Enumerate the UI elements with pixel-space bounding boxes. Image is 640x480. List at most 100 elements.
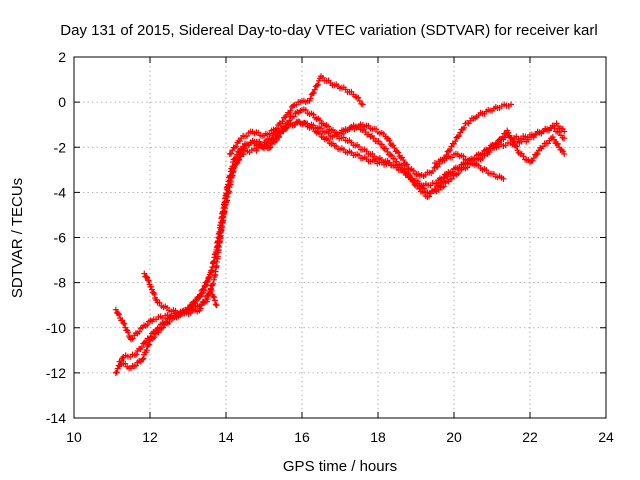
- x-tick-label: 18: [370, 429, 386, 445]
- data-point: [232, 160, 239, 167]
- data-point: [153, 296, 160, 303]
- x-tick-label: 24: [598, 429, 614, 445]
- data-point: [316, 117, 323, 124]
- data-point: [139, 356, 146, 363]
- data-point: [530, 155, 537, 162]
- data-point: [390, 142, 397, 149]
- data-point: [148, 283, 155, 290]
- data-point: [410, 167, 417, 174]
- data-point: [534, 150, 541, 157]
- data-point: [240, 151, 247, 158]
- y-tick-label: -2: [54, 139, 67, 155]
- chart-title: Day 131 of 2015, Sidereal Day-to-day VTE…: [60, 22, 597, 39]
- data-point: [166, 318, 173, 325]
- y-tick-label: -8: [54, 275, 67, 291]
- data-point: [268, 135, 275, 142]
- data-point: [197, 305, 204, 312]
- data-point: [404, 161, 411, 168]
- data-point: [151, 334, 158, 341]
- data-point: [383, 145, 390, 152]
- data-point: [314, 81, 321, 88]
- data-point: [132, 362, 139, 369]
- data-point: [208, 287, 215, 294]
- data-point: [125, 329, 132, 336]
- data-point: [378, 141, 385, 148]
- y-tick-label: -12: [46, 365, 66, 381]
- series-track-g: [432, 150, 505, 181]
- data-point: [259, 142, 266, 149]
- data-point: [212, 301, 219, 308]
- x-axis-label: GPS time / hours: [283, 458, 397, 475]
- data-point: [302, 120, 309, 127]
- data-point: [267, 144, 274, 151]
- data-point: [210, 276, 217, 283]
- data-point: [211, 294, 218, 301]
- data-point: [440, 183, 447, 190]
- data-point: [445, 147, 452, 154]
- data-point: [290, 113, 297, 120]
- data-point: [551, 136, 558, 143]
- data-point: [203, 279, 210, 286]
- data-point: [561, 135, 568, 142]
- data-point: [311, 86, 318, 93]
- data-point: [197, 291, 204, 298]
- data-point: [140, 355, 147, 362]
- x-tick-label: 14: [218, 429, 234, 445]
- data-point: [144, 274, 151, 281]
- data-point: [279, 118, 286, 125]
- data-point: [391, 144, 398, 151]
- data-point: [457, 129, 464, 136]
- data-point: [145, 277, 152, 284]
- tick-labels: 10 12 14 16 18 20 22 24 -14 -12 -10 -8 -6 -4 -2 0 2: [46, 49, 614, 445]
- data-point: [355, 94, 362, 101]
- x-tick-label: 12: [142, 429, 158, 445]
- data-point: [448, 175, 455, 182]
- data-point: [114, 310, 121, 317]
- data-point: [141, 270, 148, 277]
- data-point: [401, 168, 408, 175]
- data-point: [129, 335, 136, 342]
- data-point: [512, 142, 519, 149]
- x-tick-label: 20: [446, 429, 462, 445]
- data-point: [310, 111, 317, 118]
- data-point: [133, 351, 140, 358]
- data-point: [421, 185, 428, 192]
- data-point: [143, 273, 150, 280]
- x-tick-label: 16: [294, 429, 310, 445]
- data-point: [112, 369, 119, 376]
- data-point: [233, 143, 240, 150]
- data-point: [549, 134, 556, 141]
- series-track-d: [226, 73, 365, 158]
- data-point: [243, 132, 250, 139]
- data-point: [201, 282, 208, 289]
- data-point: [310, 89, 317, 96]
- data-point: [121, 320, 128, 327]
- series-track-f: [141, 270, 219, 317]
- data-point: [236, 156, 243, 163]
- data-point: [204, 277, 211, 284]
- data-point: [231, 144, 238, 151]
- data-point: [160, 324, 167, 331]
- data-point: [290, 102, 297, 109]
- data-point: [276, 134, 283, 141]
- data-point: [508, 101, 514, 108]
- data-point: [273, 125, 280, 132]
- data-point: [499, 133, 506, 140]
- data-point: [551, 125, 558, 132]
- axis-ticks: [73, 56, 607, 419]
- data-point: [193, 297, 200, 304]
- data-point: [559, 148, 566, 155]
- data-point: [451, 140, 457, 147]
- data-point: [273, 137, 280, 144]
- data-point: [520, 153, 527, 160]
- data-point: [200, 286, 207, 293]
- data-point: [310, 125, 317, 132]
- data-point: [204, 292, 211, 299]
- data-point: [228, 150, 235, 157]
- y-tick-label: -14: [46, 410, 66, 426]
- data-point: [455, 170, 462, 177]
- data-point: [494, 141, 501, 148]
- data-point: [136, 328, 143, 335]
- data-point: [119, 317, 126, 324]
- data-point: [461, 124, 468, 131]
